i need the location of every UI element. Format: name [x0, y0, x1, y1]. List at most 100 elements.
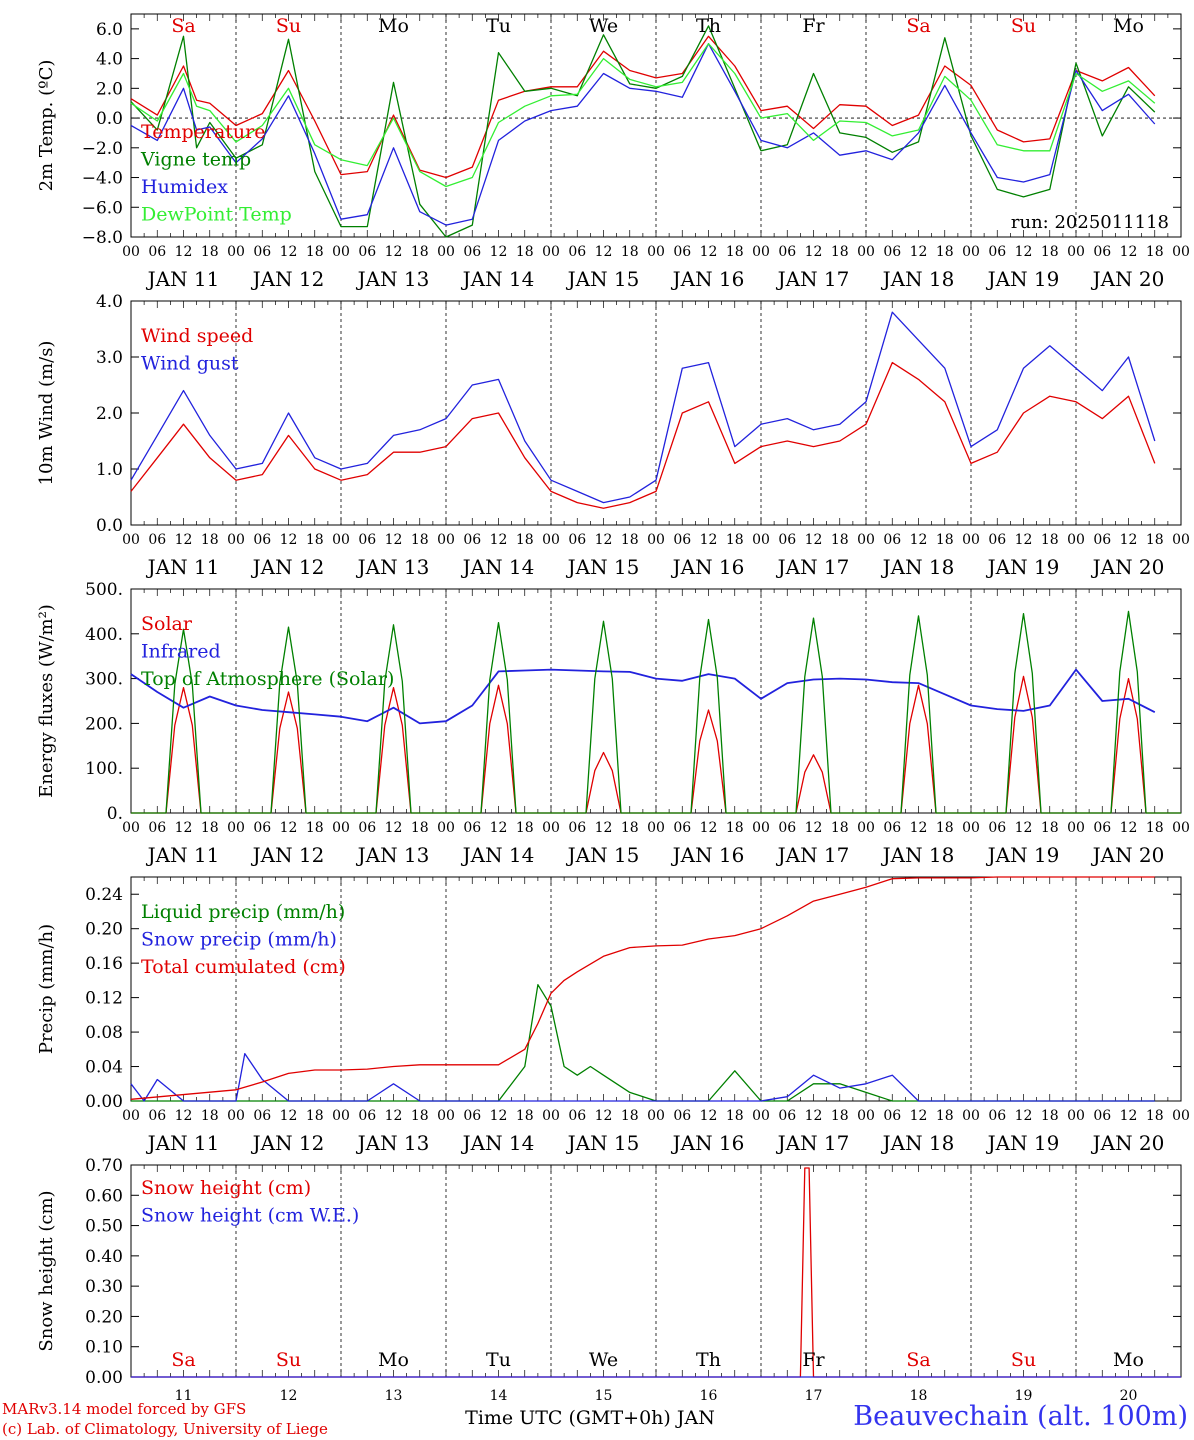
hour-tick-label: 00: [647, 244, 665, 260]
date-label: JAN 16: [671, 843, 745, 867]
date-label: JAN 15: [566, 843, 640, 867]
y-tick-label: 0.50: [85, 1217, 123, 1237]
hour-tick-label: 12: [595, 820, 613, 836]
y-tick-label: 0.60: [85, 1186, 123, 1206]
hour-tick-label: 06: [148, 244, 166, 260]
legend-entry: Wind speed: [141, 325, 253, 347]
hour-tick-label: 18: [1146, 820, 1164, 836]
weekday-label: Sa: [171, 1349, 195, 1371]
hour-tick-label: 06: [988, 820, 1006, 836]
hour-tick-label: 06: [253, 244, 271, 260]
date-label: JAN 18: [881, 1131, 955, 1155]
hour-tick-label: 12: [910, 820, 928, 836]
hour-tick-label: 18: [1041, 244, 1059, 260]
hour-tick-label: 18: [726, 244, 744, 260]
hour-tick-label: 06: [883, 820, 901, 836]
y-tick-label: −6.0: [82, 198, 123, 218]
hour-tick-label: 18: [831, 1108, 849, 1124]
hour-tick-label: 06: [253, 532, 271, 548]
hour-tick-label: 06: [673, 244, 691, 260]
hour-tick-label: 12: [700, 244, 718, 260]
hour-tick-label: 00: [227, 1108, 245, 1124]
hour-tick-label: 00: [857, 244, 875, 260]
hour-tick-label: 00: [1067, 244, 1085, 260]
date-label: JAN 19: [986, 267, 1060, 291]
hour-tick-label: 12: [1120, 1108, 1138, 1124]
hour-tick-label: 12: [280, 244, 298, 260]
day-number: 11: [175, 1388, 193, 1404]
date-label: JAN 13: [356, 843, 430, 867]
hour-tick-label: 06: [883, 532, 901, 548]
hour-tick-label: 12: [490, 820, 508, 836]
hour-tick-label: 00: [647, 1108, 665, 1124]
y-tick-label: 0.00: [85, 1092, 123, 1112]
date-label: JAN 19: [986, 1131, 1060, 1155]
y-tick-label: 2.0: [96, 404, 123, 424]
series-line-snow-precip-mm-h-: [130, 1052, 1155, 1102]
hour-tick-label: 12: [805, 532, 823, 548]
date-label: JAN 13: [356, 267, 430, 291]
hour-tick-label: 00: [857, 820, 875, 836]
hour-tick-label: 18: [831, 820, 849, 836]
y-tick-label: 4.0: [96, 50, 123, 70]
hour-tick-label: 12: [385, 1108, 403, 1124]
date-label: JAN 12: [251, 1131, 325, 1155]
legend-entry: DewPoint Temp: [141, 204, 292, 226]
hour-tick-label: 18: [201, 820, 219, 836]
run-label: run: 2025011118: [1011, 212, 1169, 233]
hour-tick-label: 06: [1093, 244, 1111, 260]
hour-tick-label: 12: [805, 244, 823, 260]
hour-tick-label: 12: [700, 820, 718, 836]
weekday-label: Th: [696, 1349, 721, 1371]
y-tick-label: 0.40: [85, 1247, 123, 1267]
hour-tick-label: 12: [1015, 244, 1033, 260]
weekday-label: We: [589, 1349, 618, 1371]
series-line-dewpoint-temp: [130, 43, 1156, 188]
y-tick-label: 2.0: [96, 79, 123, 99]
date-label: JAN 16: [671, 555, 745, 579]
hour-tick-label: 18: [411, 532, 429, 548]
y-axis-title: 10m Wind (m/s): [36, 341, 57, 486]
hour-tick-label: 12: [910, 532, 928, 548]
hour-tick-label: 18: [1041, 532, 1059, 548]
weekday-label: Th: [696, 15, 721, 37]
y-tick-label: 0.: [107, 804, 123, 824]
hour-tick-label: 12: [490, 532, 508, 548]
legend-entry: Top of Atmosphere (Solar): [141, 668, 394, 690]
hour-tick-label: 00: [647, 820, 665, 836]
day-number: 20: [1120, 1388, 1138, 1404]
hour-tick-label: 06: [148, 532, 166, 548]
hour-tick-label: 12: [805, 1108, 823, 1124]
y-tick-label: 200.: [85, 714, 123, 734]
date-label: JAN 13: [356, 555, 430, 579]
hour-tick-label: 18: [621, 244, 639, 260]
hour-tick-label: 18: [201, 1108, 219, 1124]
hour-tick-label: 06: [1093, 532, 1111, 548]
hour-tick-label: 00: [332, 1108, 350, 1124]
series-line-humidex: [130, 43, 1156, 226]
hour-tick-label: 12: [175, 820, 193, 836]
hour-tick-label: 12: [1015, 532, 1033, 548]
hour-tick-label: 12: [1120, 244, 1138, 260]
hour-tick-label: 12: [1015, 820, 1033, 836]
hour-tick-label: 18: [516, 820, 534, 836]
hour-tick-label: 00: [1172, 1108, 1190, 1124]
hour-tick-label: 00: [962, 1108, 980, 1124]
weekday-label: Su: [1011, 15, 1036, 37]
hour-tick-label: 06: [358, 244, 376, 260]
hour-tick-label: 00: [437, 244, 455, 260]
hour-tick-label: 12: [280, 532, 298, 548]
hour-tick-label: 18: [306, 820, 324, 836]
panel-3: [130, 588, 1182, 814]
hour-tick-label: 18: [621, 820, 639, 836]
date-label: JAN 20: [1091, 555, 1165, 579]
hour-tick-label: 12: [385, 820, 403, 836]
hour-tick-label: 06: [568, 244, 586, 260]
date-label: JAN 14: [461, 555, 535, 579]
date-label: JAN 11: [146, 843, 220, 867]
hour-tick-label: 06: [568, 1108, 586, 1124]
date-label: JAN 11: [146, 1131, 220, 1155]
hour-tick-label: 00: [332, 532, 350, 548]
hour-tick-label: 18: [621, 1108, 639, 1124]
date-label: JAN 13: [356, 1131, 430, 1155]
